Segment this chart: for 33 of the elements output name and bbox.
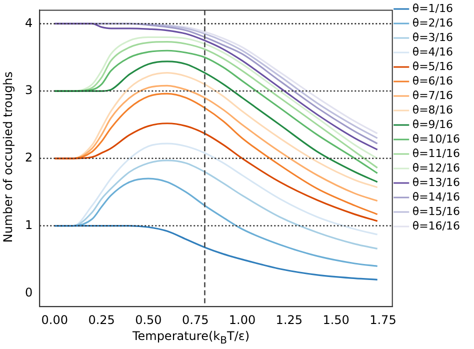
legend-label: θ=14/16 [412, 190, 460, 204]
line-series [54, 224, 378, 280]
x-tick-label: 0.50 [135, 312, 162, 327]
line-series [54, 122, 378, 222]
legend-label: θ=1/16 [412, 2, 454, 15]
legend-label: θ=11/16 [412, 146, 460, 160]
x-tick-label: 1.75 [370, 312, 396, 327]
legend-label: θ=7/16 [412, 88, 454, 102]
legend-label: θ=16/16 [412, 219, 460, 232]
legend-label: θ=4/16 [412, 45, 454, 58]
legend-label: θ=9/16 [412, 118, 454, 131]
y-tick-label: 4 [24, 16, 33, 30]
legend-label: θ=6/16 [412, 74, 454, 88]
legend-label: θ=8/16 [412, 103, 454, 116]
x-axis-title: Temperature(k$_{B}$T/ε) [131, 329, 251, 346]
legend-label: θ=10/16 [412, 132, 460, 146]
legend-label: θ=12/16 [412, 161, 460, 174]
legend-label: θ=5/16 [412, 60, 454, 73]
x-tick-label: 0.75 [182, 312, 209, 327]
legend-label: θ=15/16 [412, 204, 460, 218]
y-tick-label: 0 [24, 285, 33, 300]
x-tick-label: 1.50 [322, 312, 350, 327]
y-axis-title: Number of occupied troughs [1, 70, 15, 245]
legend-label: θ=3/16 [412, 30, 454, 44]
legend-label: θ=2/16 [412, 16, 454, 30]
y-tick-label: 1 [24, 218, 33, 232]
x-tick-label: 1.25 [276, 312, 303, 327]
x-tick-label: 0.25 [88, 312, 115, 327]
y-tick-label: 3 [24, 83, 33, 98]
legend-label: θ=13/16 [412, 176, 460, 189]
x-tick-label: 0.00 [41, 312, 68, 327]
x-tick-label: 1.00 [228, 312, 256, 327]
y-tick-label: 2 [24, 150, 33, 165]
